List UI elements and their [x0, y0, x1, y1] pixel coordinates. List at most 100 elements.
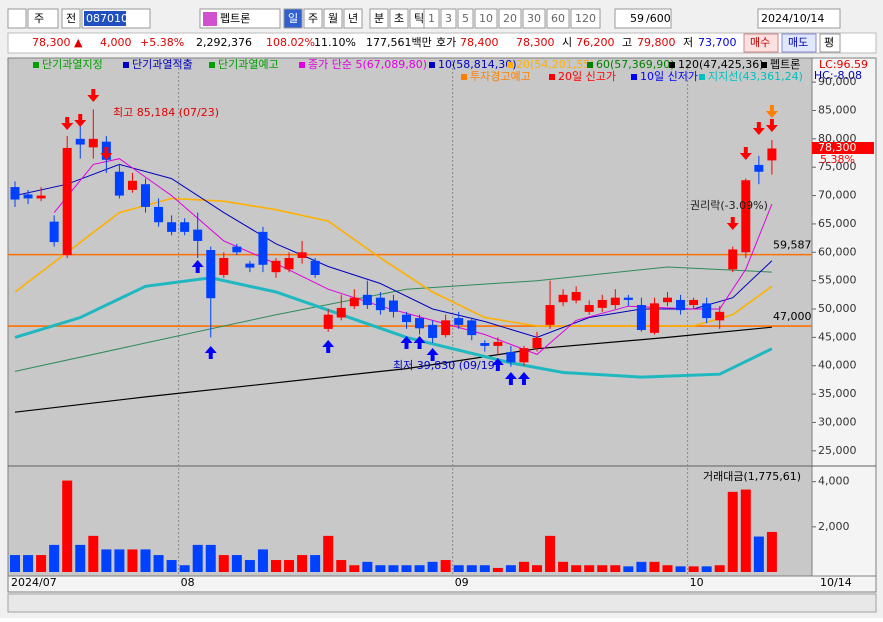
candle-body [36, 195, 46, 199]
avg-button[interactable] [819, 33, 841, 53]
candle-body [741, 180, 751, 253]
candle-body [219, 257, 229, 275]
sell-button[interactable] [781, 33, 817, 53]
volume-bar [766, 531, 777, 572]
period: 년 [348, 12, 358, 25]
signal-arrow [204, 346, 217, 359]
count-box[interactable] [614, 8, 672, 29]
volume-bar [166, 560, 177, 572]
candle-body [114, 171, 124, 196]
signal-arrow [726, 217, 739, 230]
volume-bar [427, 561, 438, 572]
period: 주 [308, 12, 318, 25]
x-tick-label: 10 [690, 576, 704, 589]
volume-bar [192, 544, 203, 572]
interval-button[interactable] [457, 8, 474, 29]
period-button[interactable] [283, 8, 303, 29]
candle-body [310, 260, 320, 275]
volume-bar [127, 549, 138, 572]
period: 초 [394, 12, 404, 25]
bid: 78,300 [516, 36, 555, 49]
period-button[interactable] [323, 8, 343, 29]
candle-body [206, 250, 216, 299]
candle-body [336, 307, 346, 318]
candle-body [75, 138, 85, 145]
ask: 78,400 [460, 36, 499, 49]
period: 분 [374, 12, 384, 25]
candle-body [480, 343, 490, 346]
volume-bar [23, 555, 34, 572]
annotation: 최저 39,830 (09/19) [393, 359, 499, 372]
candle-body [258, 231, 268, 265]
volume-bar [675, 566, 686, 572]
volume-bar [714, 565, 725, 572]
volume-bar [701, 566, 712, 572]
interval: 60 [551, 12, 565, 25]
buy-button[interactable] [743, 33, 779, 53]
date: 2024/10/14 [761, 12, 824, 25]
legend-swatch [587, 62, 593, 68]
scrollbar[interactable] [7, 593, 877, 613]
candle-body [532, 337, 542, 349]
candle-body [493, 341, 503, 346]
legend-swatch [299, 62, 305, 68]
period-button[interactable] [369, 8, 389, 29]
open-label: 시 [562, 36, 572, 49]
y-tick-label: 90,000 [818, 75, 857, 88]
x-tick-label: 08 [181, 576, 195, 589]
signal-arrow [752, 122, 765, 135]
period-button[interactable] [303, 8, 323, 29]
candle-body [323, 314, 333, 329]
name-box[interactable] [199, 8, 281, 29]
stock-name: 펩트론 [220, 12, 250, 25]
lc: LC:96.59 [819, 58, 868, 71]
candle-body [49, 221, 59, 243]
volume-bar [466, 565, 477, 572]
vol-ratio: 108.02% [266, 36, 315, 49]
interval-button[interactable] [498, 8, 522, 29]
volume-bar [179, 565, 190, 572]
kind-select[interactable] [27, 8, 59, 29]
date-box[interactable] [757, 8, 841, 29]
price: 78,300 ▲ [32, 36, 83, 49]
volume-bar [753, 536, 764, 572]
period-button[interactable] [343, 8, 363, 29]
hoga-label: 호가 [436, 36, 456, 49]
signal-arrow [61, 117, 74, 130]
candle-body [754, 164, 764, 172]
candle-body [375, 297, 385, 311]
icon[interactable] [7, 8, 27, 29]
sell: 매도 [788, 36, 808, 49]
y-tick-label: 35,000 [818, 387, 857, 400]
legend-label: 60(57,369,90) [596, 58, 675, 71]
y-tick-label: 75,000 [818, 160, 857, 173]
interval-button[interactable] [440, 8, 457, 29]
interval-button[interactable] [546, 8, 570, 29]
interval-button[interactable] [474, 8, 498, 29]
count-max: /600 [646, 12, 671, 25]
candle-body [558, 294, 568, 303]
signal-arrow [765, 119, 778, 132]
candle-body [454, 318, 464, 325]
interval-button[interactable] [522, 8, 546, 29]
annotation: 권리락(-3.09%) [690, 199, 768, 212]
change: 4,000 [100, 36, 132, 49]
interval-button[interactable] [423, 8, 440, 29]
volume-bar [636, 561, 647, 572]
support-label: 47,000 [773, 310, 812, 323]
y-tick-label: 30,000 [818, 415, 857, 428]
y-tick-label: 85,000 [818, 103, 857, 116]
y-tick-label: 60,000 [818, 245, 857, 258]
volume: 2,292,376 [196, 36, 252, 49]
legend-label: 20일 신고가 [558, 69, 616, 83]
interval-button[interactable] [570, 8, 601, 29]
interval: 10 [479, 12, 493, 25]
period-button[interactable] [389, 8, 409, 29]
prev-button[interactable] [61, 8, 81, 29]
volume-tick-label: 2,000 [818, 520, 850, 533]
toolbar: 주 전 087010 펩트론 59 /600 2024/10/14 [7, 8, 841, 29]
signal-arrow [87, 89, 100, 102]
y-tick-label: 40,000 [818, 359, 857, 372]
price-tag-rate: 5.38% [820, 153, 855, 166]
